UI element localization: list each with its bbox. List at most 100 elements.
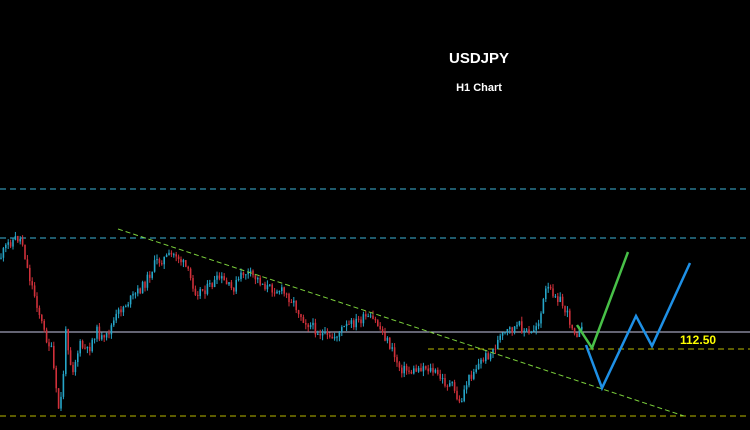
- candle-body: [561, 296, 564, 306]
- candle-body: [293, 300, 295, 303]
- candle-body: [264, 283, 266, 290]
- candle-body: [564, 305, 566, 313]
- candle-body: [79, 340, 81, 354]
- candle-body: [403, 365, 405, 374]
- candle-body: [405, 365, 408, 371]
- candle-body: [221, 276, 223, 279]
- candle-body: [511, 327, 513, 333]
- candle-body: [48, 342, 50, 347]
- candle-body: [185, 260, 187, 267]
- candle-body: [566, 310, 569, 313]
- candle-body: [110, 325, 113, 335]
- candle-body: [5, 244, 7, 249]
- candle-body: [237, 278, 240, 280]
- candle-body: [81, 340, 84, 348]
- candle-body: [223, 276, 225, 281]
- candle-body: [281, 287, 283, 292]
- candle-body: [501, 332, 504, 336]
- candle-body: [290, 302, 293, 304]
- candle-body: [53, 345, 55, 368]
- candle-body: [197, 294, 199, 296]
- candle-body: [444, 378, 446, 386]
- candle-body: [17, 236, 19, 242]
- candle-body: [516, 324, 518, 327]
- descending-trendline: [117, 228, 685, 417]
- candle-body: [446, 385, 449, 387]
- candle-body: [513, 326, 516, 333]
- candle-body: [213, 279, 216, 288]
- candle-body: [554, 296, 557, 298]
- candle-body: [480, 359, 482, 364]
- candle-body: [393, 347, 396, 358]
- candle-body: [477, 363, 480, 370]
- candle-body: [362, 314, 365, 324]
- candle-body: [485, 353, 487, 362]
- candle-body: [91, 339, 93, 352]
- candle-body: [21, 238, 24, 245]
- candle-body: [530, 331, 533, 334]
- candle-body: [14, 236, 17, 240]
- candle-body: [369, 315, 372, 317]
- candle-body: [357, 318, 360, 320]
- candle-body: [41, 314, 43, 321]
- candle-body: [2, 248, 5, 258]
- candle-body: [453, 382, 456, 391]
- candle-body: [372, 315, 374, 319]
- candle-body: [355, 318, 357, 328]
- candle-body: [288, 293, 290, 303]
- candle-body: [86, 346, 89, 349]
- candle-body: [569, 310, 571, 325]
- candle-body: [69, 350, 72, 365]
- candle-body: [422, 366, 425, 372]
- candle-body: [192, 278, 194, 289]
- candle-body: [158, 259, 161, 264]
- candle-body: [497, 339, 499, 350]
- candle-body: [93, 338, 96, 340]
- candle-body: [504, 332, 506, 334]
- candle-body: [156, 259, 158, 261]
- candle-body: [396, 357, 398, 363]
- candle-body: [230, 282, 233, 289]
- candle-body: [533, 330, 535, 332]
- candle-body: [29, 267, 31, 282]
- candle-body: [499, 335, 501, 340]
- candle-body: [278, 291, 281, 293]
- candle-body: [204, 290, 206, 294]
- candle-body: [475, 369, 477, 372]
- candle-body: [434, 369, 437, 373]
- candle-body: [122, 306, 125, 313]
- candle-body: [360, 319, 362, 324]
- candle-body: [50, 345, 53, 347]
- candle-body: [465, 385, 468, 390]
- candle-body: [96, 326, 98, 339]
- candle-body: [492, 348, 494, 354]
- candle-body: [175, 254, 177, 257]
- candle-body: [259, 277, 261, 285]
- candle-body: [103, 335, 105, 338]
- candle-body: [489, 353, 492, 360]
- candle-body: [348, 323, 350, 325]
- candle-body: [108, 333, 110, 335]
- candle-body: [523, 330, 525, 333]
- candle-body: [177, 256, 180, 260]
- chart-subtitle: H1 Chart: [456, 82, 502, 94]
- candle-body: [470, 374, 473, 379]
- candle-body: [509, 327, 511, 330]
- candle-body: [420, 367, 422, 372]
- candle-body: [427, 368, 429, 372]
- candle-body: [525, 329, 528, 331]
- candle-body: [72, 364, 74, 373]
- candle-body: [233, 288, 235, 292]
- candle-body: [141, 281, 144, 294]
- candle-body: [295, 300, 297, 311]
- candle-body: [576, 333, 578, 337]
- candle-body: [257, 277, 259, 280]
- candle-body: [338, 332, 341, 337]
- candle-body: [43, 320, 45, 330]
- candle-body: [547, 286, 549, 289]
- candle-body: [367, 316, 369, 318]
- candle-body: [285, 293, 288, 295]
- candle-body: [542, 299, 545, 314]
- candle-body: [84, 347, 86, 349]
